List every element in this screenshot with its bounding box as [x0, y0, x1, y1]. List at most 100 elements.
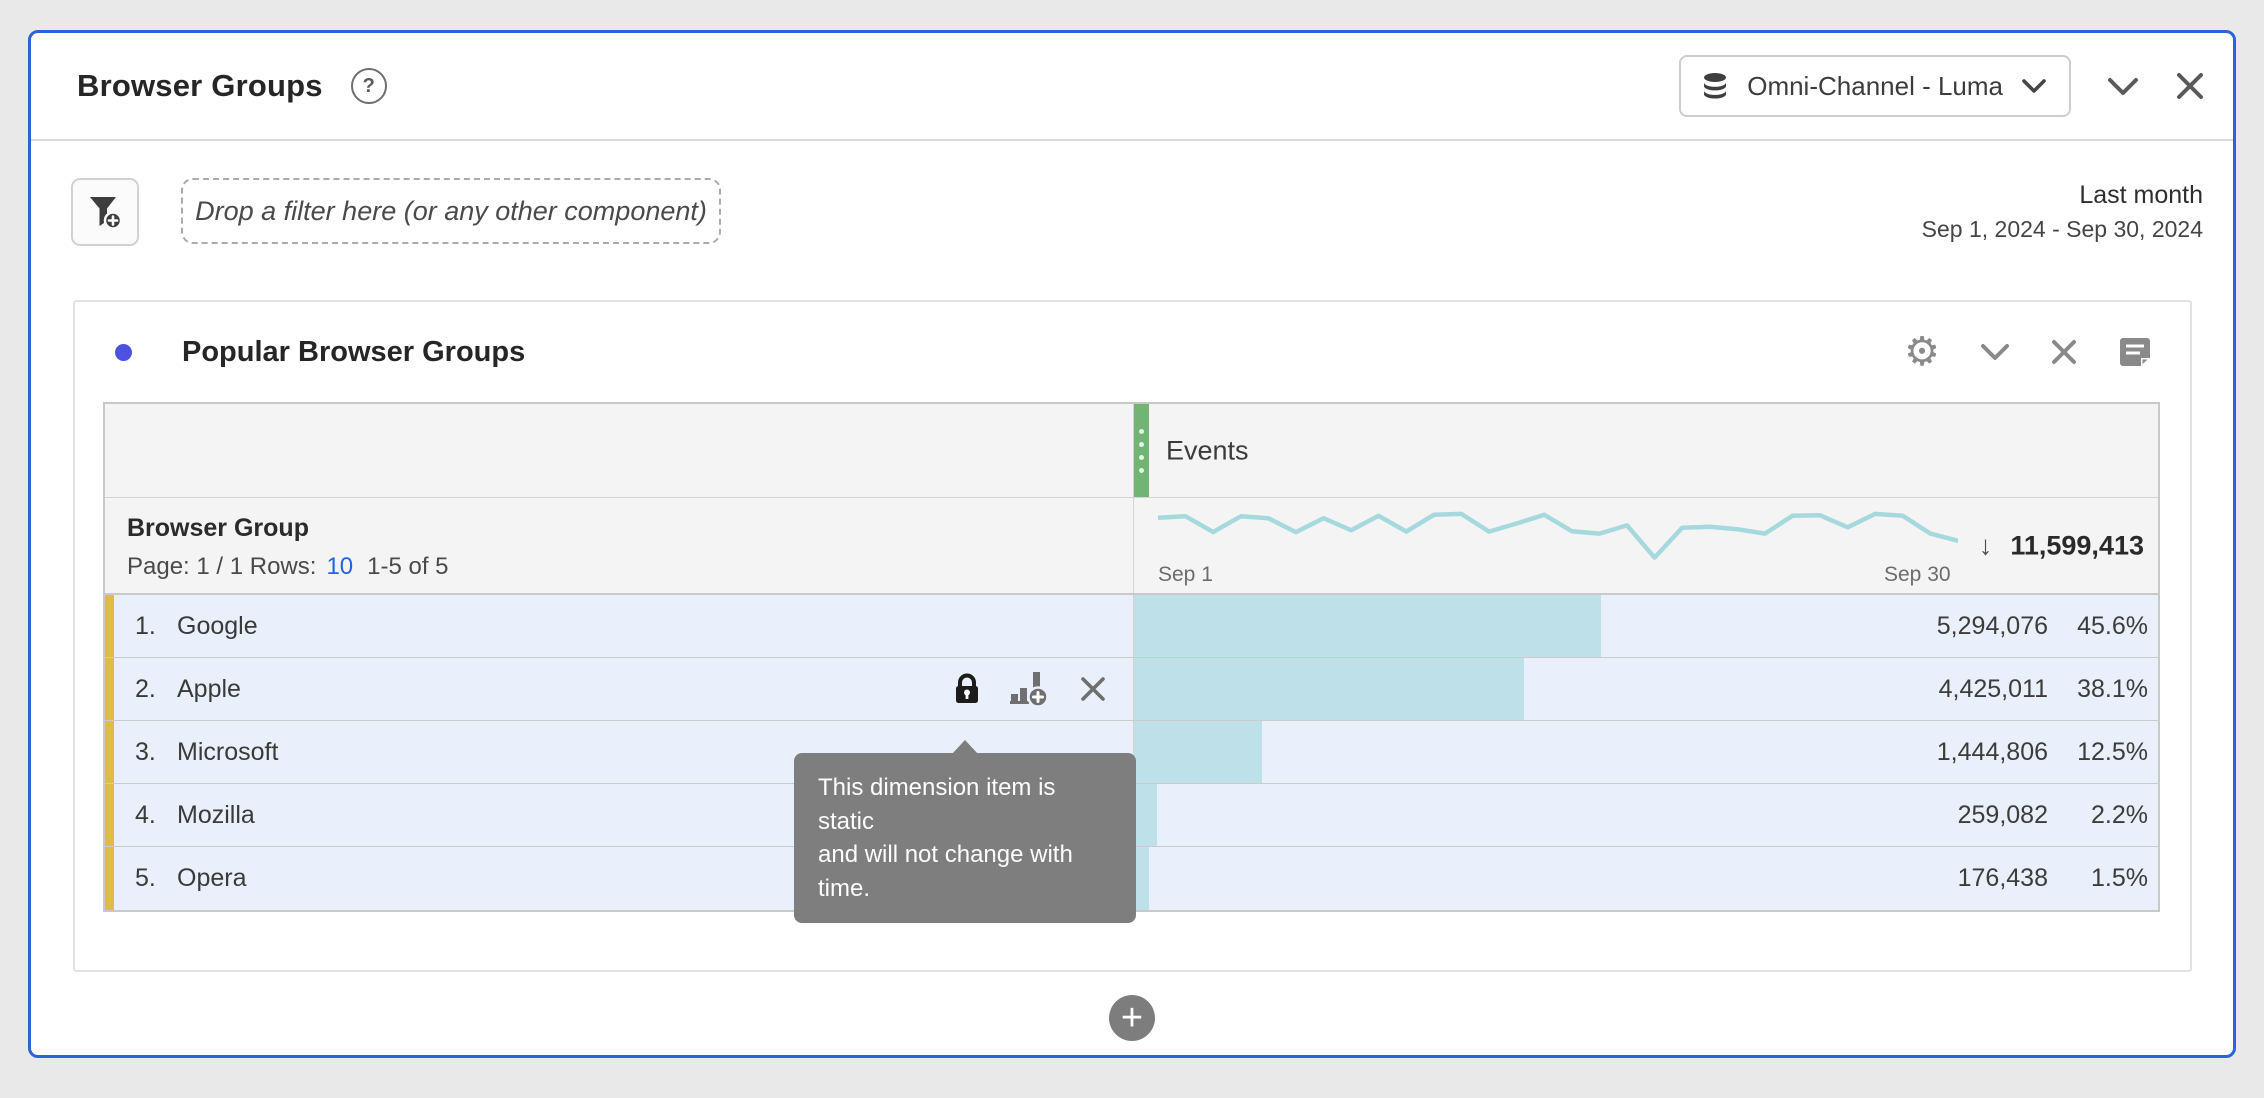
events-cell[interactable]: 259,082 2.2% [1133, 784, 2158, 846]
dimension-cell[interactable]: 3. Microsoft [105, 721, 1133, 783]
date-range-label: Sep 1, 2024 - Sep 30, 2024 [1921, 216, 2203, 242]
row-rank: 2. [135, 674, 156, 703]
data-source-button[interactable] [2118, 336, 2152, 368]
dimension-color-strip [105, 784, 114, 846]
row-name[interactable]: Google [177, 611, 258, 640]
row-bar [1134, 784, 1157, 846]
pagination: Page: 1 / 1 Rows: 10 1-5 of 5 [127, 553, 1133, 581]
sparkline-start-label: Sep 1 [1158, 563, 1213, 586]
row-name[interactable]: Mozilla [177, 800, 255, 829]
filter-funnel-icon [90, 197, 123, 230]
row-bar [1134, 595, 1601, 657]
chevron-down-icon [1981, 344, 2009, 360]
visualization-color-dot [115, 343, 132, 361]
collapse-visualization-button[interactable] [1980, 343, 2010, 361]
freeform-table: Events Browser Group Page: 1 / 1 Rows: 1… [103, 402, 2160, 924]
row-percentage: 2.2% [2091, 800, 2148, 829]
note-icon [2120, 338, 2150, 366]
metric-summary-cell: Sep 1 Sep 30 ↓ 11,599,413 [1133, 498, 2158, 593]
filter-row: Drop a filter here (or any other compone… [31, 143, 2233, 303]
settings-button[interactable]: ⚙ [1904, 332, 1940, 372]
dimension-cell[interactable]: 1. Google [105, 595, 1133, 657]
events-total: 11,599,413 [2010, 530, 2144, 560]
row-percentage: 12.5% [2077, 737, 2148, 766]
dimension-cell[interactable]: 4. Mozilla [105, 784, 1133, 846]
metric-header-row: Events [105, 404, 2158, 498]
dimension-header-label: Browser Group [127, 514, 309, 542]
events-cell[interactable]: 4,425,011 38.1% [1133, 658, 2158, 720]
chevron-down-icon [2108, 77, 2138, 95]
row-rank: 1. [135, 611, 156, 640]
events-cell[interactable]: 176,438 1.5% [1133, 847, 2158, 910]
table-row: 2. Apple [105, 658, 2158, 721]
date-range-picker[interactable]: Last month Sep 1, 2024 - Sep 30, 2024 [1922, 178, 2203, 245]
row-value: 4,425,011 [1938, 674, 2048, 703]
row-value: 176,438 [1957, 864, 2048, 892]
row-percentage: 38.1% [2077, 674, 2148, 703]
row-bar [1134, 721, 1262, 783]
chevron-down-icon [2022, 79, 2046, 93]
database-icon [1704, 73, 1727, 99]
events-column-label[interactable]: Events [1166, 435, 1249, 465]
collapse-panel-button[interactable] [2107, 77, 2139, 96]
column-total-sort[interactable]: ↓ 11,599,413 [1979, 530, 2144, 561]
add-panel-button[interactable]: + [1109, 995, 1155, 1041]
row-name[interactable]: Opera [177, 864, 247, 892]
panel-title: Browser Groups [77, 68, 323, 103]
sort-descending-icon: ↓ [1978, 530, 1993, 560]
dimension-color-strip [105, 721, 114, 783]
metric-drag-handle[interactable] [1134, 404, 1149, 497]
dataset-label: Omni-Channel - Luma [1747, 70, 2003, 101]
rows-per-page-link[interactable]: 10 [326, 553, 354, 580]
row-name[interactable]: Apple [177, 674, 241, 703]
row-rank: 5. [135, 864, 156, 892]
dimension-header-row: Browser Group Page: 1 / 1 Rows: 10 1-5 o… [105, 498, 2158, 595]
filter-dropzone[interactable]: Drop a filter here (or any other compone… [181, 178, 721, 244]
dimension-cell[interactable]: 2. Apple [105, 658, 1133, 720]
add-filter-button[interactable] [71, 178, 139, 246]
dataset-selector[interactable]: Omni-Channel - Luma [1679, 55, 2071, 117]
remove-row-icon[interactable] [1079, 675, 1107, 703]
close-panel-button[interactable] [2175, 71, 2205, 101]
row-value: 1,444,806 [1936, 737, 2048, 766]
close-visualization-button[interactable] [2050, 338, 2078, 366]
add-visualization-icon[interactable] [1009, 670, 1051, 708]
pagination-range: 1-5 of 5 [367, 553, 449, 580]
row-rank: 4. [135, 800, 156, 829]
dimension-color-strip [105, 595, 114, 657]
help-icon[interactable]: ? [350, 68, 387, 104]
tooltip-line-2: and will not change with time. [818, 841, 1073, 902]
tooltip-line-1: This dimension item is static [818, 774, 1056, 835]
dimension-header-cell: Browser Group Page: 1 / 1 Rows: 10 1-5 o… [105, 498, 1133, 593]
sparkline-end-label: Sep 30 [1884, 563, 1951, 586]
row-bar [1134, 658, 1525, 720]
plus-icon: + [1120, 997, 1144, 1039]
row-percentage: 45.6% [2077, 611, 2148, 640]
panel-header: Browser Groups ? Omni-Channel - Luma [31, 33, 2233, 141]
row-rank: 3. [135, 737, 156, 766]
dimension-color-strip [105, 658, 114, 720]
row-actions [953, 670, 1107, 708]
card-header: Popular Browser Groups ⚙ [75, 302, 2190, 402]
visualization-title: Popular Browser Groups [182, 335, 526, 368]
events-header-cell[interactable]: Events [1133, 404, 2158, 497]
lock-icon[interactable] [953, 672, 981, 706]
dimension-cell[interactable]: 5. Opera [105, 847, 1133, 910]
date-preset-label: Last month [2079, 181, 2203, 209]
events-cell[interactable]: 1,444,806 12.5% [1133, 721, 2158, 783]
row-bar [1134, 847, 1150, 910]
browser-groups-panel: Browser Groups ? Omni-Channel - Luma [28, 30, 2236, 1058]
events-cell[interactable]: 5,294,076 45.6% [1133, 595, 2158, 657]
dimension-color-strip [105, 847, 114, 910]
pagination-prefix: Page: 1 / 1 Rows: [127, 553, 317, 580]
close-icon [2052, 340, 2076, 364]
row-percentage: 1.5% [2091, 864, 2148, 892]
row-value: 5,294,076 [1936, 611, 2048, 640]
gear-icon: ⚙ [1904, 330, 1940, 374]
static-dimension-tooltip: This dimension item is static and will n… [794, 739, 1136, 924]
row-value: 259,082 [1957, 800, 2048, 829]
table-row: 1. Google 5,294,076 45.6% [105, 595, 2158, 658]
table-body: 1. Google 5,294,076 45.6% 2. Apple [105, 595, 2158, 910]
row-name[interactable]: Microsoft [177, 737, 279, 766]
